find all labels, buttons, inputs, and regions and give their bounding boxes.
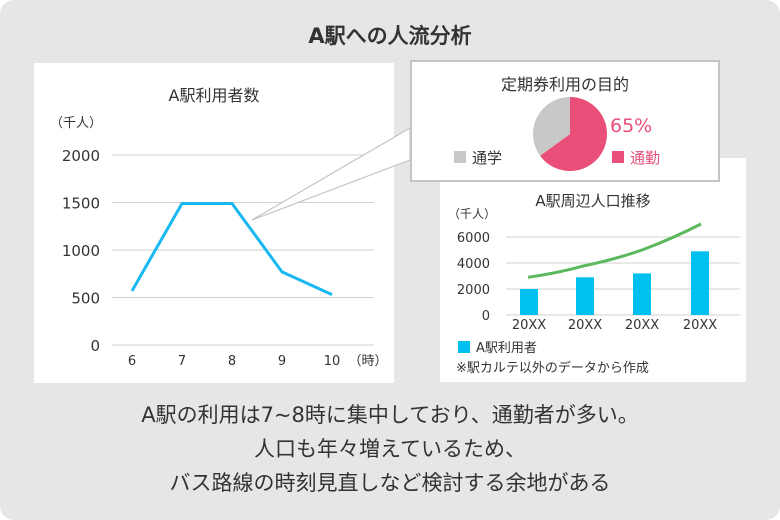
ridership-y-tick: 1500 (62, 195, 100, 213)
ridership-x-tick: 10 (324, 354, 341, 369)
pie-percent-label: 65% (610, 115, 652, 137)
pie-title: 定期券利用の目的 (501, 75, 629, 94)
ridership-x-unit: （時） (348, 354, 387, 369)
ridership-title: A駅利用者数 (169, 86, 260, 105)
pie-slice (533, 97, 570, 156)
summary-text: A駅の利用は7~8時に集中しており、通勤者が多い。 人口も年々増えているため、 … (40, 398, 740, 500)
population-bar (633, 273, 651, 315)
ridership-y-tick: 1000 (62, 242, 100, 260)
ridership-x-tick: 9 (278, 354, 286, 369)
population-bar (691, 251, 709, 315)
population-x-tick: 20XX (625, 318, 659, 333)
legend-bar-label: A駅利用者 (476, 341, 537, 356)
ridership-y-tick: 2000 (62, 147, 100, 165)
ridership-y-tick: 0 (90, 337, 100, 355)
summary-line-2: 人口も年々増えているため、 (254, 437, 526, 461)
population-y-tick: 2000 (457, 283, 490, 298)
ridership-x-tick: 7 (178, 354, 186, 369)
population-x-tick: 20XX (512, 318, 546, 333)
commuter-pass-panel: 定期券利用の目的 65% 通学 通勤 (410, 60, 720, 182)
ridership-panel: A駅利用者数 （千人） （時） 2000 1500 1000 500 0 6 7 8 9 10 (34, 63, 394, 383)
ridership-x-tick: 8 (228, 354, 236, 369)
population-chart: A駅周辺人口推移 （千人） 6000 4000 2000 0 20XX 20XX 20XX… (448, 192, 740, 376)
population-bar (576, 277, 594, 315)
population-y-unit: （千人） (448, 207, 496, 221)
legend-school-label: 通学 (472, 149, 502, 167)
commuter-pass-chart: 定期券利用の目的 65% 通学 通勤 (454, 75, 660, 171)
population-y-tick: 0 (482, 309, 490, 324)
ridership-series-line (130, 201, 333, 297)
population-title: A駅周辺人口推移 (535, 192, 650, 210)
legend-school-swatch (454, 151, 466, 163)
ridership-chart: A駅利用者数 （千人） （時） 2000 1500 1000 500 0 6 7 8 9 10 (50, 86, 388, 369)
main-title: A駅への人流分析 (308, 24, 472, 48)
population-bar (520, 289, 538, 315)
ridership-y-tick: 500 (71, 290, 100, 308)
ridership-x-tick: 6 (128, 354, 136, 369)
legend-work-swatch (612, 151, 624, 163)
population-x-tick: 20XX (568, 318, 602, 333)
pie-slice (540, 97, 607, 171)
population-note: ※駅カルテ以外のデータから作成 (456, 360, 649, 376)
legend-work-label: 通勤 (630, 149, 660, 167)
population-y-tick: 4000 (457, 257, 490, 272)
population-y-tick: 6000 (457, 231, 490, 246)
population-panel: A駅周辺人口推移 （千人） 6000 4000 2000 0 20XX 20XX 20XX… (440, 158, 746, 382)
population-x-tick: 20XX (683, 318, 717, 333)
legend-bar-swatch (458, 341, 470, 353)
summary-line-1: A駅の利用は7~8時に集中しており、通勤者が多い。 (141, 403, 639, 427)
summary-line-3: バス路線の時刻見直しなど検討する余地がある (169, 471, 611, 495)
population-trend-line (527, 222, 702, 279)
ridership-y-unit: （千人） (50, 116, 102, 131)
